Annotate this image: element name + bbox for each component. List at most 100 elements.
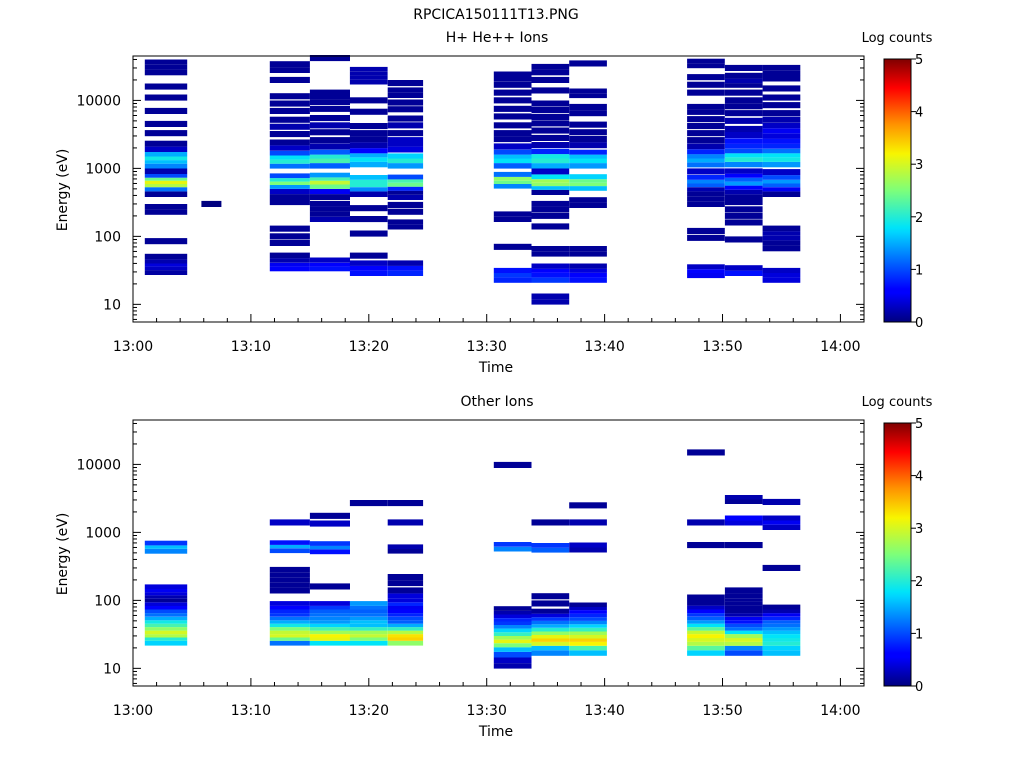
spectrogram-cell <box>569 197 607 203</box>
spectrogram-cell <box>569 88 607 94</box>
spectrogram-cell <box>724 181 763 186</box>
colorbar-label: Log counts <box>862 395 933 410</box>
spectrogram-cell <box>687 273 725 279</box>
spectrogram-cell <box>144 177 188 181</box>
spectrogram-cell <box>269 233 310 240</box>
spectrogram-cell <box>531 134 570 141</box>
spectrogram-cell <box>309 94 350 100</box>
spectrogram-cell <box>531 620 570 625</box>
spectrogram-cell <box>144 130 188 137</box>
spectrogram-cell <box>309 512 350 519</box>
spectrogram-cell <box>309 149 350 155</box>
spectrogram-cell <box>269 616 310 621</box>
spectrogram-cell <box>349 205 388 212</box>
spectrogram-cell <box>724 236 763 243</box>
spectrogram-cell <box>387 182 424 187</box>
colorbar-tick-label: 0 <box>915 680 923 695</box>
spectrogram-cell <box>144 238 188 245</box>
spectrogram-cell <box>531 617 570 621</box>
spectrogram-cell <box>687 179 725 184</box>
spectrogram-cell <box>762 267 801 273</box>
x-tick-label: 13:10 <box>231 703 271 719</box>
spectrogram-cell <box>569 610 607 614</box>
spectrogram-cell <box>387 224 424 230</box>
spectrogram-cell <box>724 634 763 639</box>
spectrogram-cell <box>309 549 350 555</box>
spectrogram-cell <box>531 547 570 553</box>
spectrogram-cell <box>144 64 188 70</box>
spectrogram-cell <box>269 155 310 160</box>
spectrogram-cell <box>349 161 388 168</box>
spectrogram-cell <box>309 163 350 169</box>
spectrogram-cell <box>387 598 424 603</box>
spectrogram-cell <box>724 587 763 594</box>
spectrogram-cell <box>349 627 388 631</box>
spectrogram-cell <box>269 159 310 164</box>
spectrogram-cell <box>349 270 388 276</box>
spectrogram-cell <box>687 449 725 456</box>
spectrogram-cell <box>569 631 607 635</box>
x-tick-label: 13:30 <box>467 703 507 719</box>
spectrogram-cell <box>531 206 570 213</box>
spectrogram-cell <box>349 71 388 76</box>
spectrogram-cell <box>687 269 725 273</box>
spectrogram-cell <box>531 635 570 639</box>
y-axis: 10 100 1000 10000 <box>76 422 864 684</box>
spectrogram-cell <box>349 66 388 72</box>
spectrogram-cell <box>309 99 350 105</box>
spectrogram-cell <box>531 293 570 299</box>
spectrogram-cell <box>569 251 607 257</box>
panel-title: H+ He++ Ions <box>446 30 549 46</box>
spectrogram-cell <box>144 163 188 169</box>
spectrogram-cell <box>309 520 350 527</box>
spectrogram-cell <box>349 620 388 624</box>
spectrogram-cell <box>387 609 424 614</box>
spectrogram-cell <box>349 613 388 617</box>
x-axis-label: Time <box>478 360 513 376</box>
spectrogram-cell <box>269 145 310 151</box>
spectrogram-cell <box>349 616 388 621</box>
spectrogram-cell <box>687 168 725 175</box>
colorbar-gradient <box>883 422 912 687</box>
spectrogram-cell <box>387 219 424 225</box>
spectrogram-cell <box>387 640 424 646</box>
spectrogram-cell <box>493 136 532 143</box>
spectrogram-cell <box>724 601 763 606</box>
spectrogram-cell <box>724 168 763 174</box>
spectrogram-cell <box>387 174 424 180</box>
x-tick-label: 13:20 <box>349 703 389 719</box>
spectrogram-cell <box>269 609 310 614</box>
spectrogram-cell <box>724 185 763 190</box>
spectrogram-cell <box>569 542 607 548</box>
spectrogram-cell <box>144 605 188 610</box>
spectrogram-cell <box>144 548 188 554</box>
spectrogram-cell <box>269 163 310 169</box>
spectrogram-cell <box>724 616 763 621</box>
spectrogram-cell <box>269 623 310 628</box>
spectrogram-cell <box>724 97 763 104</box>
spectrogram-cell <box>569 60 607 67</box>
spectrogram-cell <box>144 637 188 641</box>
spectrogram-cell <box>762 70 801 76</box>
spectrogram-cell <box>762 148 801 154</box>
spectrogram-cell <box>387 153 424 159</box>
spectrogram-cell <box>269 131 310 138</box>
spectrogram-cell <box>687 227 725 234</box>
spectrogram-cell <box>569 246 607 252</box>
colorbar-tick-label: 5 <box>915 53 923 68</box>
spectrogram-cell <box>493 71 532 77</box>
spectrogram-cell <box>349 252 388 259</box>
colorbar-tick-label: 1 <box>915 627 923 642</box>
panel-h-he-ions: H+ He++ Ions 13:00 13:10 13:20 13:30 13:40 13… <box>55 30 933 376</box>
spectrogram-cell <box>531 645 570 651</box>
spectrogram-cell <box>569 154 607 159</box>
x-tick-label: 13:00 <box>113 703 153 719</box>
spectrogram-cell <box>144 270 188 275</box>
spectrogram-cell <box>387 605 424 610</box>
spectrogram-cell <box>144 545 188 549</box>
spectrogram-cell <box>724 64 763 71</box>
spectrogram-cell <box>724 542 763 549</box>
spectrogram-cell <box>387 620 424 624</box>
spectrogram-cell <box>144 598 188 603</box>
spectrogram-cell <box>309 122 350 129</box>
